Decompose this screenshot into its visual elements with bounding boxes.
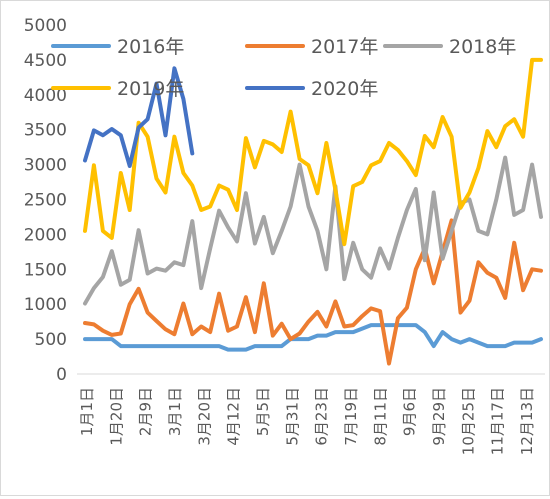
x-axis: 1月1日 1月20日 2月9日 3月1日 3月20日 4月12日 5月5日 5月31日 6月23… [77,373,545,455]
series-line-1 [83,323,543,352]
legend-item: 2016年 [51,36,184,58]
y-tick-label: 4000 [24,86,67,106]
x-tick-label: 8月11日 [371,387,389,446]
y-tick-label: 4500 [24,51,67,71]
x-tick-label: 1月20日 [107,387,125,446]
legend-item: 2017年 [245,36,378,58]
x-tick-label: 6月23日 [313,387,331,446]
y-tick-label: 1000 [24,295,67,315]
x-tick-label: 9月29日 [430,387,448,446]
x-tick-label: 9月6日 [401,387,419,436]
x-tick-label: 10月25日 [459,387,477,455]
legend-item: 2018年 [383,36,516,58]
x-tick-label: 1月1日 [78,387,96,436]
legend-label: 2019年 [117,78,184,100]
series-line-2 [83,218,543,366]
y-tick-label: 0 [56,365,67,385]
y-tick-label: 3000 [24,156,67,176]
x-tick-label: 4月12日 [225,387,243,446]
y-axis: 0 500 1000 1500 2000 2500 3000 3500 4000 4500 5000 [24,16,67,385]
x-tick-label: 5月31日 [283,387,301,446]
series-line-5 [83,66,195,168]
x-tick-label: 3月20日 [195,387,213,446]
y-tick-label: 1500 [24,260,67,280]
y-tick-label: 500 [35,330,67,350]
legend-item: 2020年 [245,78,378,100]
x-tick-label: 2月9日 [137,387,155,436]
legend: 2016年 2017年 2018年 2019年 2020年 [51,36,516,100]
x-tick-label: 3月1日 [166,387,184,436]
x-tick-label: 5月5日 [254,387,272,436]
series-line-4 [83,57,543,247]
y-tick-label: 3500 [24,121,67,141]
legend-item: 2019年 [51,78,184,100]
legend-label: 2018年 [449,36,516,58]
y-tick-label: 2500 [24,191,67,211]
x-tick-label: 7月19日 [342,387,360,446]
y-tick-label: 5000 [24,16,67,36]
legend-label: 2017年 [311,36,378,58]
plot-lines [83,57,543,366]
legend-label: 2016年 [117,36,184,58]
y-tick-label: 2000 [24,225,67,245]
x-tick-label: 11月17日 [489,387,507,455]
legend-label: 2020年 [311,78,378,100]
x-tick-label: 12月13日 [518,387,536,455]
